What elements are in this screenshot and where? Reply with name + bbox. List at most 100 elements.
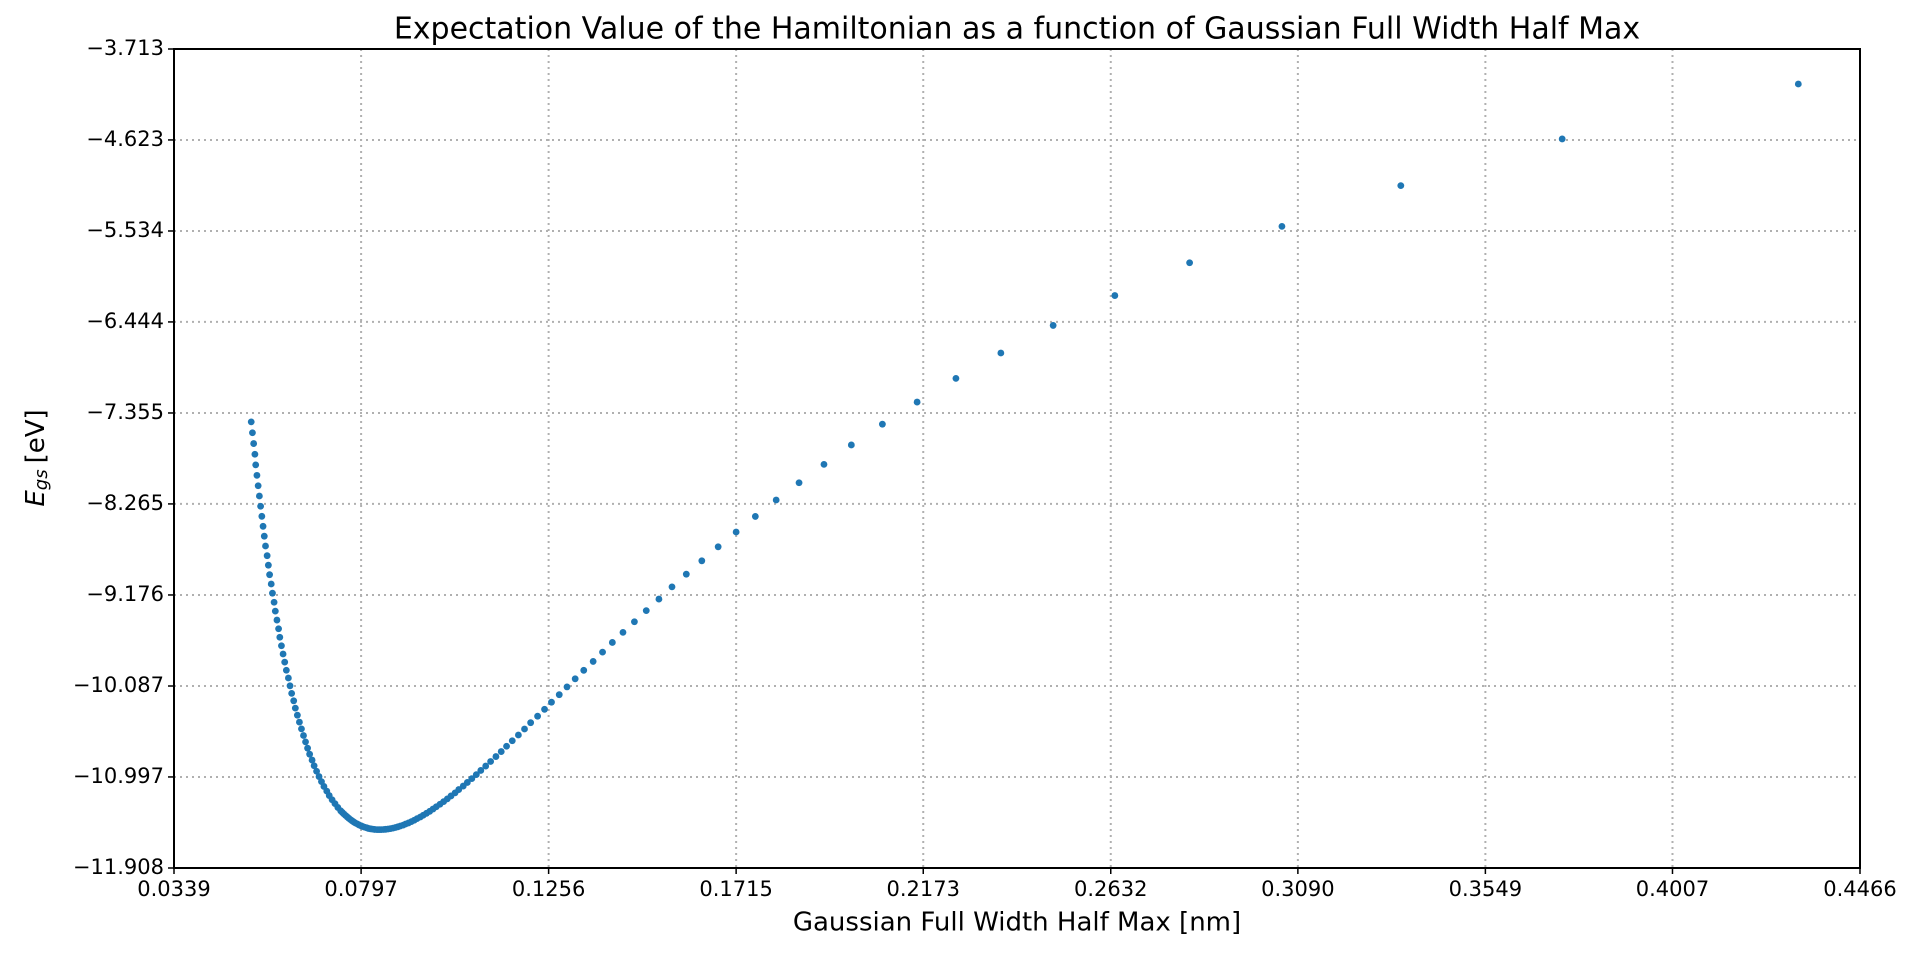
data-point: [255, 492, 263, 500]
data-point: [913, 398, 921, 406]
data-point: [521, 725, 528, 733]
plot-frame: [173, 48, 1861, 869]
data-point: [315, 773, 323, 780]
data-point: [247, 418, 255, 426]
data-point: [599, 648, 606, 656]
data-point: [258, 512, 266, 520]
data-point: [281, 658, 289, 666]
data-point: [257, 502, 265, 510]
data-point: [271, 607, 279, 615]
data-point: [254, 482, 262, 490]
data-point: [273, 616, 281, 624]
x-axis-label: Gaussian Full Width Half Max [nm]: [793, 908, 1241, 938]
y-label-symbol: E: [21, 490, 51, 507]
data-point: [298, 725, 305, 733]
y-tick-label: −9.176: [86, 582, 164, 606]
x-tick-label: 0.2632: [1074, 877, 1147, 901]
data-point: [608, 639, 616, 646]
data-point: [253, 471, 261, 479]
data-point: [263, 552, 271, 560]
data-point: [313, 767, 320, 775]
scatter-points: [247, 80, 1802, 834]
x-tick-label: 0.0339: [137, 877, 210, 901]
x-tick-label: 0.4466: [1823, 877, 1896, 901]
y-axis-label: Egs [eV]: [21, 409, 53, 506]
x-tick-label: 0.2173: [887, 877, 960, 901]
data-point: [642, 607, 650, 615]
data-point: [291, 704, 299, 712]
data-point: [527, 719, 535, 727]
data-point: [284, 674, 292, 682]
data-point: [1049, 322, 1057, 329]
data-point: [820, 460, 828, 468]
data-point: [293, 711, 301, 719]
data-point: [482, 762, 490, 770]
x-tick-label: 0.0797: [324, 877, 397, 901]
data-point: [541, 705, 548, 713]
data-point: [275, 625, 282, 633]
data-point: [468, 775, 476, 783]
data-point: [264, 561, 272, 569]
y-label-subscript: gs: [31, 469, 52, 490]
data-point: [278, 642, 285, 650]
axes: 0.0339 0.0797 0.1256 0.1715 0.2173 0.2632 0.30…: [73, 36, 1897, 901]
y-label-unit: [eV]: [21, 409, 51, 463]
y-tick-label: −10.087: [73, 673, 164, 697]
data-point: [534, 712, 541, 720]
data-point: [296, 718, 303, 726]
y-tick-label: −6.444: [86, 309, 164, 333]
data-point: [472, 771, 480, 779]
y-tick-label: −10.997: [73, 764, 164, 788]
data-point: [487, 758, 495, 765]
data-point: [571, 675, 579, 683]
data-point: [589, 658, 597, 665]
chart-title: Expectation Value of the Hamiltonian as …: [394, 12, 1640, 47]
data-point: [847, 441, 855, 449]
data-point: [1186, 259, 1194, 267]
data-point: [514, 731, 522, 739]
data-point: [772, 496, 780, 504]
data-point: [580, 666, 588, 674]
data-point: [682, 570, 690, 578]
data-point: [655, 595, 663, 603]
data-point: [1397, 182, 1405, 190]
grid: [173, 48, 1861, 869]
data-point: [318, 778, 325, 786]
data-point: [262, 542, 269, 550]
data-point: [503, 742, 510, 750]
data-point: [260, 532, 268, 540]
data-point: [548, 698, 555, 706]
data-point: [279, 650, 287, 658]
data-point: [668, 583, 676, 591]
data-point: [302, 738, 309, 746]
data-point: [306, 750, 314, 758]
y-tick-label: −5.534: [86, 218, 164, 242]
data-point: [267, 580, 275, 588]
data-point: [1794, 80, 1802, 88]
y-tick-label: −11.908: [73, 855, 164, 879]
y-tick-label: −4.623: [86, 127, 164, 151]
data-point: [1111, 292, 1119, 299]
x-tick-label: 0.1715: [699, 877, 772, 901]
data-point: [270, 598, 278, 606]
data-point: [308, 756, 316, 764]
data-point: [497, 748, 505, 755]
data-point: [1558, 135, 1566, 143]
data-point: [304, 744, 311, 752]
data-point: [286, 682, 294, 690]
x-tick-label: 0.3549: [1449, 877, 1522, 901]
data-point: [619, 628, 627, 636]
data-point: [751, 513, 759, 520]
data-point: [952, 374, 960, 382]
data-point: [477, 767, 485, 774]
y-tick-label: −7.355: [86, 400, 164, 424]
y-tick-label: −8.265: [86, 491, 164, 515]
data-point: [266, 571, 273, 579]
data-point: [795, 479, 803, 487]
data-point: [732, 528, 740, 536]
data-point: [252, 461, 260, 469]
data-point: [631, 618, 638, 626]
x-tick-label: 0.4007: [1636, 877, 1709, 901]
data-point: [250, 440, 258, 447]
